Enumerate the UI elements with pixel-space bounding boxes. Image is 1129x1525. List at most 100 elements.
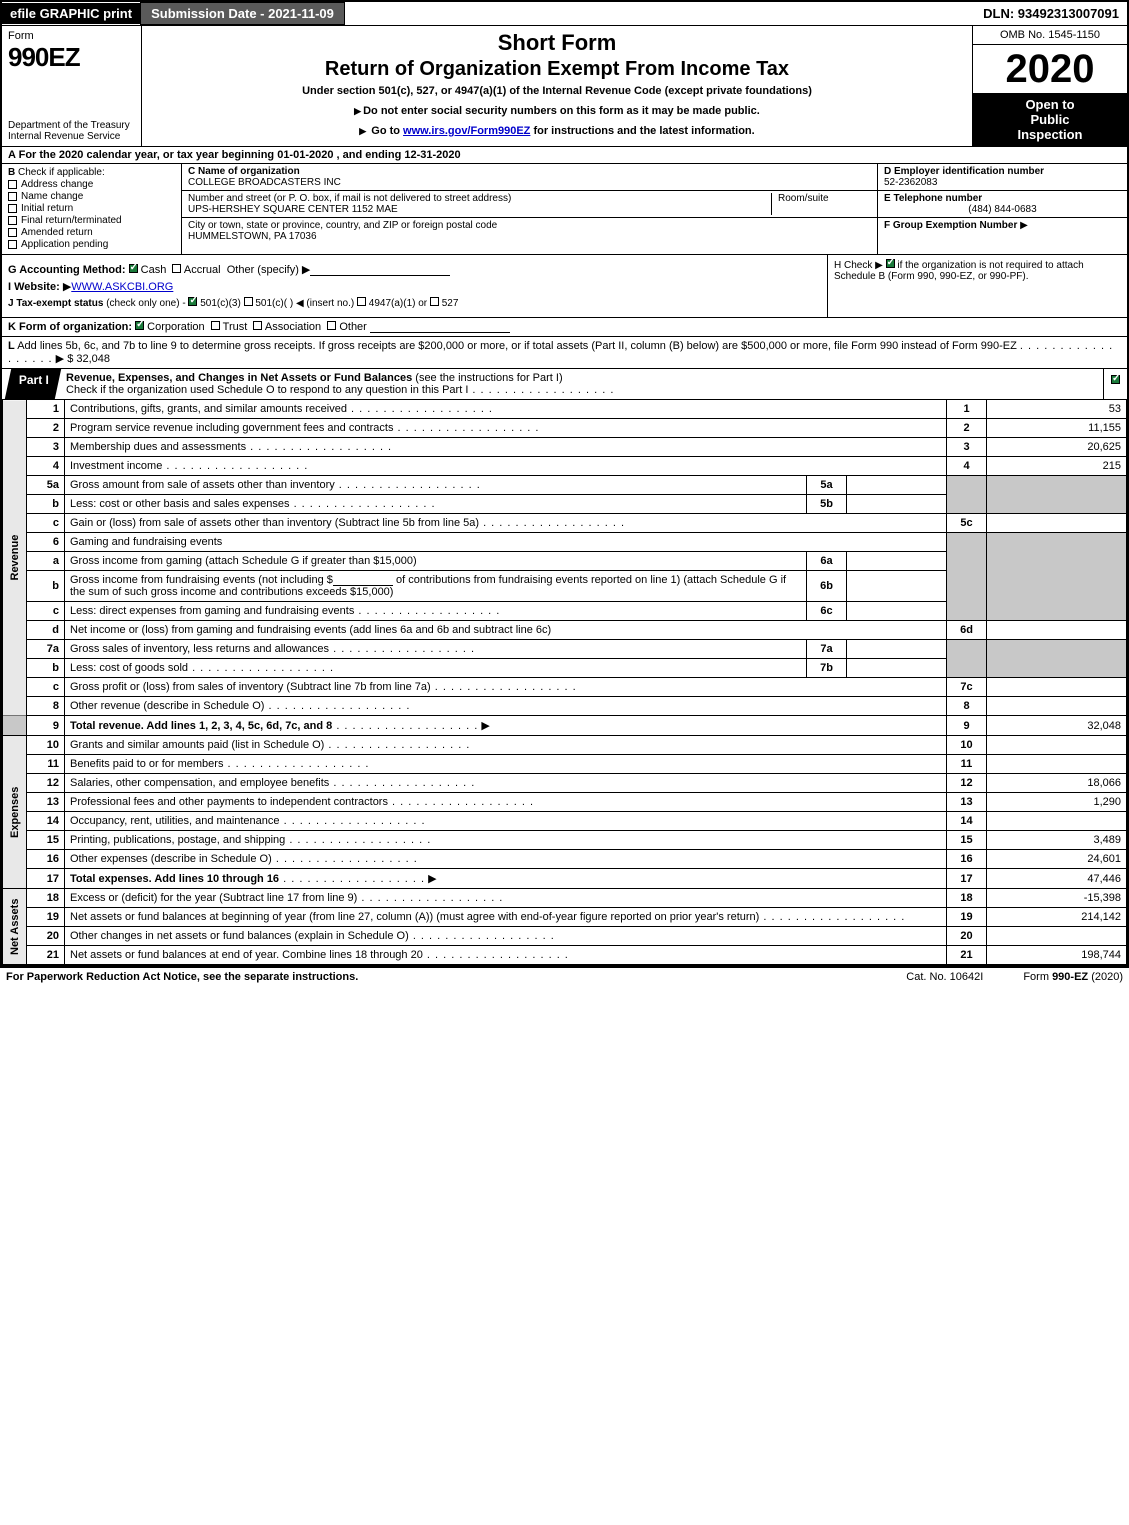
org-city: HUMMELSTOWN, PA 17036 <box>188 231 871 242</box>
ln-desc: Grants and similar amounts paid (list in… <box>65 736 947 755</box>
ln-num: a <box>27 552 65 571</box>
col-val <box>987 812 1127 831</box>
ln-desc-text: Other changes in net assets or fund bala… <box>70 930 409 942</box>
checkbox-other-icon[interactable] <box>327 321 336 330</box>
checkbox-501c3-icon[interactable] <box>188 297 197 306</box>
dots-icon <box>272 853 418 865</box>
table-row: 11 Benefits paid to or for members 11 <box>3 755 1127 774</box>
k-other-blank[interactable] <box>370 321 510 333</box>
col-val: 1,290 <box>987 793 1127 812</box>
table-row: 21 Net assets or fund balances at end of… <box>3 946 1127 965</box>
instr-goto: Go to www.irs.gov/Form990EZ for instruct… <box>150 125 964 137</box>
footer-r-b: 990-EZ <box>1052 971 1088 983</box>
ln-desc: Gross sales of inventory, less returns a… <box>65 640 807 659</box>
checkbox-icon[interactable] <box>8 192 17 201</box>
ln-num: 4 <box>27 457 65 476</box>
ln-desc: Net assets or fund balances at beginning… <box>65 908 947 927</box>
table-row: Revenue 1 Contributions, gifts, grants, … <box>3 400 1127 419</box>
dots-icon <box>162 460 308 472</box>
website-link[interactable]: WWW.ASKCBI.ORG <box>71 281 173 293</box>
d-ein: D Employer identification number 52-2362… <box>878 164 1127 191</box>
checkbox-icon[interactable] <box>8 216 17 225</box>
c-name-label: C Name of organization <box>188 166 871 177</box>
part1-title-sub: (see the instructions for Part I) <box>415 372 562 384</box>
dots-icon <box>332 720 478 732</box>
ln-desc: Total revenue. Add lines 1, 2, 3, 4, 5c,… <box>65 716 947 736</box>
dots-icon <box>357 892 503 904</box>
ln-desc-text: Membership dues and assessments <box>70 441 246 453</box>
checkbox-4947-icon[interactable] <box>357 297 366 306</box>
checkbox-501c-icon[interactable] <box>244 297 253 306</box>
instr-ssn: Do not enter social security numbers on … <box>150 105 964 117</box>
table-row: 19 Net assets or fund balances at beginn… <box>3 908 1127 927</box>
table-row: 14 Occupancy, rent, utilities, and maint… <box>3 812 1127 831</box>
g-accrual: Accrual <box>184 264 221 276</box>
ln-desc: Program service revenue including govern… <box>65 419 947 438</box>
sub-box-lbl: 6b <box>807 571 847 602</box>
checkbox-icon[interactable] <box>8 240 17 249</box>
table-row: 6 Gaming and fundraising events <box>3 533 1127 552</box>
checkbox-trust-icon[interactable] <box>211 321 220 330</box>
sub-box-val <box>847 552 947 571</box>
sub-box-val <box>847 640 947 659</box>
dots-icon <box>290 498 436 510</box>
irs-link[interactable]: www.irs.gov/Form990EZ <box>403 125 530 137</box>
table-row: 4 Investment income 4 215 <box>3 457 1127 476</box>
sub-box-val <box>847 495 947 514</box>
blank-6b[interactable] <box>333 574 393 586</box>
ln-num: d <box>27 621 65 640</box>
efile-print-button[interactable]: efile GRAPHIC print <box>2 3 140 24</box>
checkbox-h-icon[interactable] <box>886 259 895 268</box>
ln-desc: Less: direct expenses from gaming and fu… <box>65 602 807 621</box>
ln-desc-text: Other expenses (describe in Schedule O) <box>70 853 272 865</box>
k-label: K Form of organization: <box>8 321 132 333</box>
checkbox-part1-icon[interactable] <box>1111 375 1120 384</box>
table-row: c Gross profit or (loss) from sales of i… <box>3 678 1127 697</box>
col-val: 3,489 <box>987 831 1127 850</box>
h-text1: Check ▶ <box>844 260 883 271</box>
ln-num: c <box>27 514 65 533</box>
col-num: 21 <box>947 946 987 965</box>
i-label: I Website: <box>8 281 60 293</box>
sub-box-val <box>847 571 947 602</box>
col-num: 8 <box>947 697 987 716</box>
col-b: B Check if applicable: Address change Na… <box>2 164 182 254</box>
col-num: 12 <box>947 774 987 793</box>
ln-desc: Membership dues and assessments <box>65 438 947 457</box>
col-grey <box>947 476 987 514</box>
col-num: 7c <box>947 678 987 697</box>
checkbox-accrual-icon[interactable] <box>172 264 181 273</box>
ln-num: 17 <box>27 869 65 889</box>
checkbox-assoc-icon[interactable] <box>253 321 262 330</box>
checkbox-icon[interactable] <box>8 204 17 213</box>
part1-tab-text: Part I <box>19 373 49 387</box>
col-val: 215 <box>987 457 1127 476</box>
checkbox-527-icon[interactable] <box>430 297 439 306</box>
dots-icon <box>324 739 470 751</box>
ln-num: 8 <box>27 697 65 716</box>
col-def: D Employer identification number 52-2362… <box>877 164 1127 254</box>
org-address: UPS-HERSHEY SQUARE CENTER 1152 MAE <box>188 204 771 215</box>
ln-desc-text: Less: cost of goods sold <box>70 662 188 674</box>
checkbox-icon[interactable] <box>8 180 17 189</box>
checkbox-icon[interactable] <box>8 228 17 237</box>
checkbox-cash-icon[interactable] <box>129 264 138 273</box>
l-value: $ 32,048 <box>67 353 110 365</box>
checkbox-corp-icon[interactable] <box>135 321 144 330</box>
table-row: 15 Printing, publications, postage, and … <box>3 831 1127 850</box>
chk-label: Final return/terminated <box>21 215 122 226</box>
sub-box-val <box>847 659 947 678</box>
ln-num: 12 <box>27 774 65 793</box>
ln-num: 11 <box>27 755 65 774</box>
table-row: 12 Salaries, other compensation, and emp… <box>3 774 1127 793</box>
k-o2: Trust <box>223 321 248 333</box>
ln-desc-text: Gross sales of inventory, less returns a… <box>70 643 329 655</box>
ln-desc-text: Net assets or fund balances at end of ye… <box>70 949 423 961</box>
g-other-blank[interactable] <box>310 264 450 276</box>
ln-desc: Gross amount from sale of assets other t… <box>65 476 807 495</box>
submission-date-button[interactable]: Submission Date - 2021-11-09 <box>140 2 345 25</box>
ln-desc: Salaries, other compensation, and employ… <box>65 774 947 793</box>
col-val: -15,398 <box>987 889 1127 908</box>
ln-desc-text: Total revenue. Add lines 1, 2, 3, 4, 5c,… <box>70 720 332 732</box>
col-h: H Check ▶ if the organization is not req… <box>827 255 1127 317</box>
